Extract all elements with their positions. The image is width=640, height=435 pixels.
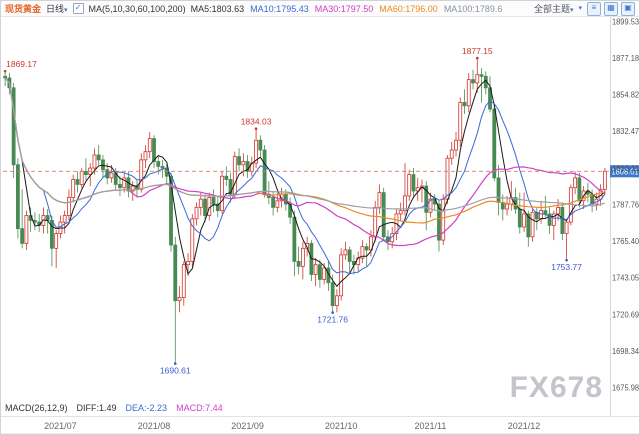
theme-select[interactable]: 全部主题▾ bbox=[534, 2, 574, 15]
svg-text:1834.03: 1834.03 bbox=[241, 117, 272, 127]
svg-text:1765.40: 1765.40 bbox=[612, 237, 640, 246]
ma-value: MA10:1795.43 bbox=[250, 3, 309, 14]
svg-text:2021/11: 2021/11 bbox=[415, 421, 447, 431]
svg-text:1721.76: 1721.76 bbox=[317, 315, 348, 325]
chart-toolbar: 现货黄金 日线▾ ✓ MA(5,10,30,60,100,200) MA5:18… bbox=[1, 1, 639, 17]
svg-text:1743.05: 1743.05 bbox=[612, 274, 640, 283]
svg-text:2021/12: 2021/12 bbox=[508, 421, 541, 431]
svg-text:2021/07: 2021/07 bbox=[44, 421, 77, 431]
macd-label: MACD(26,12,9) bbox=[5, 403, 68, 413]
candle-series bbox=[3, 58, 607, 364]
svg-text:1675.98: 1675.98 bbox=[612, 384, 640, 393]
chevron-down-icon: ▾ bbox=[64, 7, 68, 14]
macd-indicator-row[interactable]: MACD(26,12,9) DIFF:1.49 DEA:-2.23 MACD:7… bbox=[5, 403, 223, 413]
ma-checkbox[interactable]: ✓ bbox=[72, 3, 84, 14]
svg-text:1877.15: 1877.15 bbox=[462, 46, 493, 56]
ma-group-label: MA(5,10,30,60,100,200) bbox=[88, 3, 186, 14]
watermark: FX678 bbox=[509, 371, 603, 404]
svg-text:1810.11: 1810.11 bbox=[612, 164, 640, 173]
chart-frame bbox=[1, 17, 639, 434]
ma-value: MA5:1803.63 bbox=[190, 3, 245, 14]
candlestick-chart[interactable]: 1808.01 1899.53 1877.18 1854.82 1832.47 1810.… bbox=[1, 17, 640, 435]
ma-values: MA5:1803.63 MA10:1795.43 MA30:1797.50 MA60:… bbox=[191, 4, 503, 14]
last-price-line: 1808.01 bbox=[3, 165, 640, 178]
theme-label: 全部主题 bbox=[533, 4, 570, 14]
chevron-down-icon[interactable]: ▾ bbox=[578, 5, 582, 12]
svg-text:1832.47: 1832.47 bbox=[612, 127, 640, 136]
y-axis-labels: 1899.53 1877.18 1854.82 1832.47 1810.11 1787.… bbox=[612, 17, 640, 393]
symbol-name[interactable]: 现货黄金 bbox=[5, 4, 42, 14]
macd-macd-value: MACD:7.44 bbox=[176, 403, 223, 413]
period-select[interactable]: 日线▾ bbox=[46, 2, 68, 15]
svg-text:1787.76: 1787.76 bbox=[612, 200, 640, 209]
toolbar-icons: ≡ ▦ ▣ bbox=[587, 1, 635, 16]
macd-dea-value: DEA:-2.23 bbox=[125, 403, 168, 413]
chevron-down-icon: ▾ bbox=[569, 7, 574, 14]
svg-text:1869.17: 1869.17 bbox=[6, 59, 37, 69]
ma-value: MA30:1797.50 bbox=[314, 3, 374, 14]
x-axis-labels: 2021/07 2021/08 2021/09 2021/10 2021/11 2021/… bbox=[44, 421, 540, 431]
svg-text:2021/08: 2021/08 bbox=[138, 421, 171, 431]
svg-text:1753.77: 1753.77 bbox=[551, 262, 582, 272]
svg-text:1808.01: 1808.01 bbox=[612, 167, 640, 176]
svg-text:1877.18: 1877.18 bbox=[612, 54, 640, 63]
svg-text:1690.61: 1690.61 bbox=[160, 366, 191, 376]
period-label: 日线 bbox=[46, 4, 65, 14]
menu-icon[interactable]: ≡ bbox=[587, 1, 601, 16]
fullscreen-icon[interactable]: ▣ bbox=[621, 1, 635, 16]
svg-text:1720.69: 1720.69 bbox=[612, 310, 640, 319]
ma-value: MA60:1796.00 bbox=[379, 3, 438, 14]
svg-text:2021/10: 2021/10 bbox=[325, 421, 358, 431]
ma-value: MA100:1789.6 bbox=[443, 3, 503, 14]
svg-text:1854.82: 1854.82 bbox=[612, 91, 640, 100]
svg-text:1698.34: 1698.34 bbox=[612, 347, 640, 356]
grid-icon[interactable]: ▦ bbox=[604, 1, 618, 16]
chart-annotations: 1869.17 1690.61 1834.03 1721.76 1877.15 1753.… bbox=[3, 46, 582, 376]
macd-diff-value: DIFF:1.49 bbox=[76, 403, 117, 413]
svg-text:2021/09: 2021/09 bbox=[231, 421, 264, 431]
svg-text:1899.53: 1899.53 bbox=[612, 17, 640, 26]
ma-lines bbox=[4, 77, 606, 288]
